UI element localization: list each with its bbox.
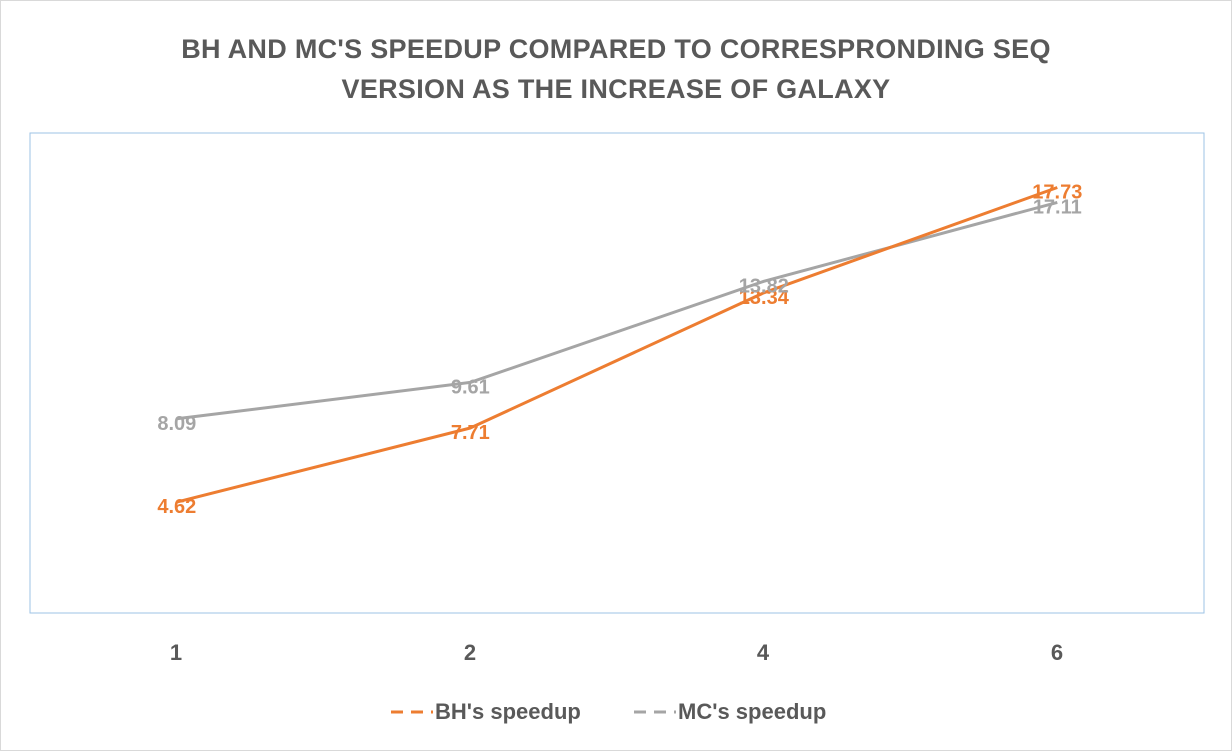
data-label-bh: 13.34 [739, 287, 790, 309]
plot-area [29, 132, 1205, 614]
chart-title-line-1: BH AND MC'S SPEEDUP COMPARED TO CORRESPR… [181, 34, 1051, 64]
data-label-bh: 4.62 [157, 496, 196, 518]
series-line-bh [176, 186, 1058, 504]
data-label-layer: 4.62 7.71 13.34 17.73 8.09 9.61 13.82 17.11 [157, 182, 1082, 519]
legend-item-bh[interactable]: BH's speedup [391, 699, 581, 724]
x-axis: 1 2 4 6 [170, 640, 1063, 665]
data-label-mc: 17.11 [1033, 196, 1082, 218]
data-label-bh: 7.71 [451, 422, 490, 444]
series-layer [176, 186, 1058, 504]
legend-label-mc: MC's speedup [678, 699, 826, 724]
data-label-mc: 8.09 [157, 413, 196, 435]
x-tick-label: 1 [170, 640, 182, 665]
chart-title: BH AND MC'S SPEEDUP COMPARED TO CORRESPR… [1, 29, 1231, 109]
legend-item-mc[interactable]: MC's speedup [634, 699, 826, 724]
x-tick-label: 6 [1051, 640, 1063, 665]
chart-title-line-2: VERSION AS THE INCREASE OF GALAXY [341, 74, 891, 104]
legend: BH's speedup MC's speedup [391, 699, 826, 724]
data-label-mc: 13.82 [739, 275, 789, 297]
x-tick-label: 4 [757, 640, 770, 665]
data-label-mc: 9.61 [451, 376, 490, 398]
legend-label-bh: BH's speedup [435, 699, 581, 724]
series-line-mc [176, 200, 1058, 421]
x-tick-label: 2 [464, 640, 476, 665]
data-label-bh: 17.73 [1032, 182, 1082, 204]
